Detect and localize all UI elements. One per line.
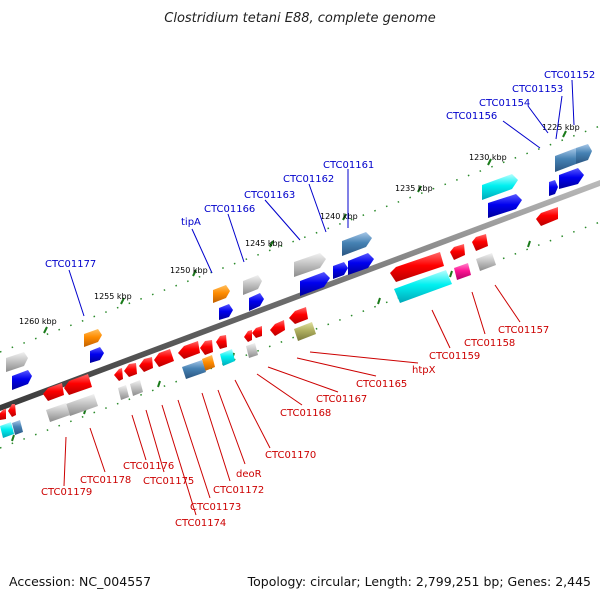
gene-arrow: [249, 293, 264, 311]
gene-label: CTC01167: [316, 394, 367, 405]
gene-arrow: [46, 403, 70, 422]
gene-arrow: [182, 360, 206, 379]
gene-arrow: [270, 320, 285, 336]
gene-label: CTC01159: [429, 351, 480, 362]
gene-arrow: [12, 420, 23, 435]
map-title: Clostridium tetani E88, complete genome: [164, 11, 436, 26]
gene-label: CTC01175: [143, 476, 194, 487]
tick-label: 1255 kbp: [94, 292, 132, 301]
gene-arrow: [549, 180, 558, 196]
gene-label: CTC01172: [213, 485, 264, 496]
gene-label: htpX: [412, 365, 436, 376]
gene-arrow: [8, 404, 16, 417]
gene-arrow: [216, 335, 227, 349]
gene-label: CTC01154: [479, 98, 530, 109]
gene-label: tipA: [181, 217, 201, 228]
gene-arrow: [130, 380, 143, 396]
tick-label: 1225 kbp: [542, 123, 580, 132]
gene-arrow: [84, 329, 102, 347]
gene-arrow: [90, 347, 104, 363]
forward-gene-labels: CTC01152 CTC01153 CTC01154 CTC01156 CTC0…: [45, 70, 595, 270]
gene-arrow: [300, 272, 330, 296]
gene-label: CTC01165: [356, 379, 407, 390]
gene-arrow: [246, 343, 258, 358]
gene-arrow: [124, 363, 137, 377]
gene-arrow: [219, 304, 233, 320]
gene-arrow: [482, 174, 518, 200]
gene-arrow: [154, 349, 174, 367]
gene-arrow: [472, 234, 488, 251]
gene-label: CTC01173: [190, 502, 241, 513]
gene-arrow: [178, 341, 200, 359]
gene-label: CTC01179: [41, 487, 92, 498]
gene-label: CTC01153: [512, 84, 563, 95]
reverse-leader-lines: [63, 284, 521, 516]
gene-label: CTC01152: [544, 70, 595, 81]
gene-label: CTC01170: [265, 450, 316, 461]
tick-label: 1230 kbp: [469, 153, 507, 162]
gene-arrow: [213, 285, 230, 303]
gene-arrow: [244, 330, 252, 342]
gene-arrow: [559, 168, 584, 189]
gene-arrow: [118, 385, 129, 400]
gene-arrow: [294, 322, 316, 341]
gene-arrow: [64, 374, 92, 395]
gene-arrow: [454, 263, 471, 280]
gene-arrow: [12, 370, 32, 390]
gene-label: CTC01178: [80, 475, 131, 486]
gene-arrow: [555, 148, 576, 172]
gene-label: CTC01157: [498, 325, 549, 336]
gene-arrow: [202, 355, 215, 371]
forward-major-ticks: [43, 130, 567, 334]
gene-label: CTC01174: [175, 518, 226, 529]
gene-arrow: [488, 194, 522, 218]
gene-arrow: [576, 144, 592, 164]
gene-arrow: [289, 307, 308, 324]
gene-label: CTC01163: [244, 190, 295, 201]
forward-leader-lines: [68, 79, 575, 317]
gene-arrow: [476, 253, 496, 271]
gene-label: CTC01166: [204, 204, 255, 215]
gene-arrow: [0, 422, 14, 438]
gene-arrow: [243, 275, 262, 295]
gene-arrow: [139, 357, 153, 372]
gene-arrow: [114, 368, 123, 381]
gene-arrow: [0, 409, 6, 420]
gene-arrow: [450, 244, 465, 260]
gene-arrow: [294, 253, 326, 277]
gene-arrow: [252, 326, 262, 338]
gene-arrow: [394, 270, 452, 303]
genome-summary: Topology: circular; Length: 2,799,251 bp…: [247, 574, 591, 589]
reverse-genes: [0, 207, 558, 438]
tick-label: 1245 kbp: [245, 239, 283, 248]
gene-arrow: [333, 262, 348, 279]
scale-labels: 1225 kbp 1230 kbp 1235 kbp 1240 kbp 1245…: [19, 123, 580, 326]
reverse-gene-labels: CTC01157 CTC01158 CTC01159 htpX CTC01165…: [41, 325, 549, 529]
tick-label: 1260 kbp: [19, 317, 57, 326]
gene-label: CTC01161: [323, 160, 374, 171]
gene-arrow: [200, 340, 213, 355]
gene-label: CTC01177: [45, 259, 96, 270]
gene-label: CTC01162: [283, 174, 334, 185]
gene-arrow: [390, 252, 444, 282]
gene-label: CTC01168: [280, 408, 331, 419]
tick-label: 1250 kbp: [170, 266, 208, 275]
tick-label: 1235 kbp: [395, 184, 433, 193]
gene-arrow: [220, 349, 235, 366]
gene-arrow: [66, 394, 98, 416]
accession-text: Accession: NC_004557: [9, 574, 151, 589]
gene-arrow: [536, 207, 558, 226]
gene-arrow: [342, 232, 372, 256]
tick-label: 1240 kbp: [320, 212, 358, 221]
gene-label: CTC01176: [123, 461, 174, 472]
gene-label: CTC01156: [446, 111, 497, 122]
gene-label: CTC01158: [464, 338, 515, 349]
gene-arrow: [6, 352, 28, 372]
gene-label: deoR: [236, 469, 262, 480]
gene-arrow: [348, 253, 374, 275]
gene-arrow: [43, 383, 64, 401]
forward-genes: [6, 144, 592, 390]
